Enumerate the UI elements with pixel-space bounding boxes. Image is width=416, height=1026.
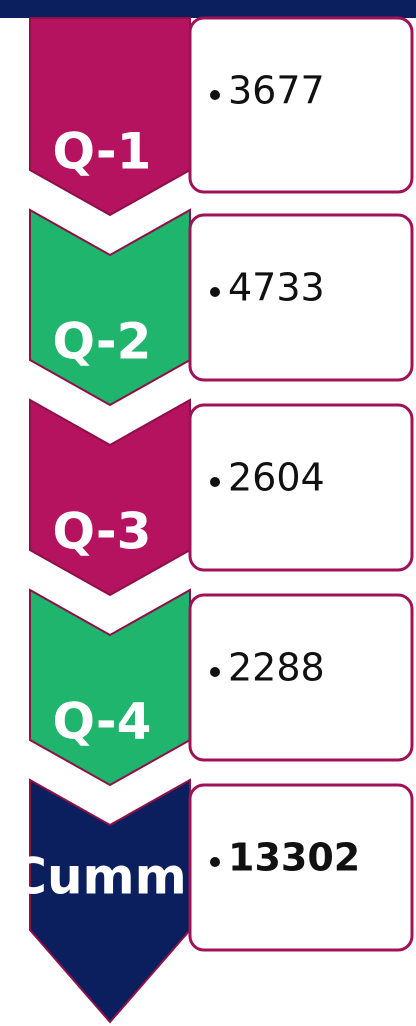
quarter-label: Cumm. xyxy=(10,848,205,906)
value-box xyxy=(188,213,414,382)
chevron xyxy=(29,588,191,787)
chevron xyxy=(29,208,191,407)
quarter-label: Q-3 xyxy=(53,503,152,561)
bullet xyxy=(210,667,220,677)
value: 3677 xyxy=(228,69,325,113)
value-box xyxy=(188,403,414,572)
bullet xyxy=(210,90,220,100)
quarter-label: Q-4 xyxy=(53,693,152,751)
value: 13302 xyxy=(228,836,360,880)
bullet xyxy=(210,287,220,297)
value-box xyxy=(188,16,414,194)
top-bar xyxy=(0,0,416,18)
quarter-label: Q-1 xyxy=(53,123,152,181)
chevron xyxy=(29,17,191,217)
value: 4733 xyxy=(228,266,325,310)
chevron xyxy=(29,398,191,597)
value-box xyxy=(188,593,414,762)
value: 2288 xyxy=(228,646,325,690)
value: 2604 xyxy=(228,456,325,500)
value-box xyxy=(188,783,414,952)
quarter-label: Q-2 xyxy=(53,313,152,371)
bullet xyxy=(210,857,220,867)
bullet xyxy=(210,477,220,487)
